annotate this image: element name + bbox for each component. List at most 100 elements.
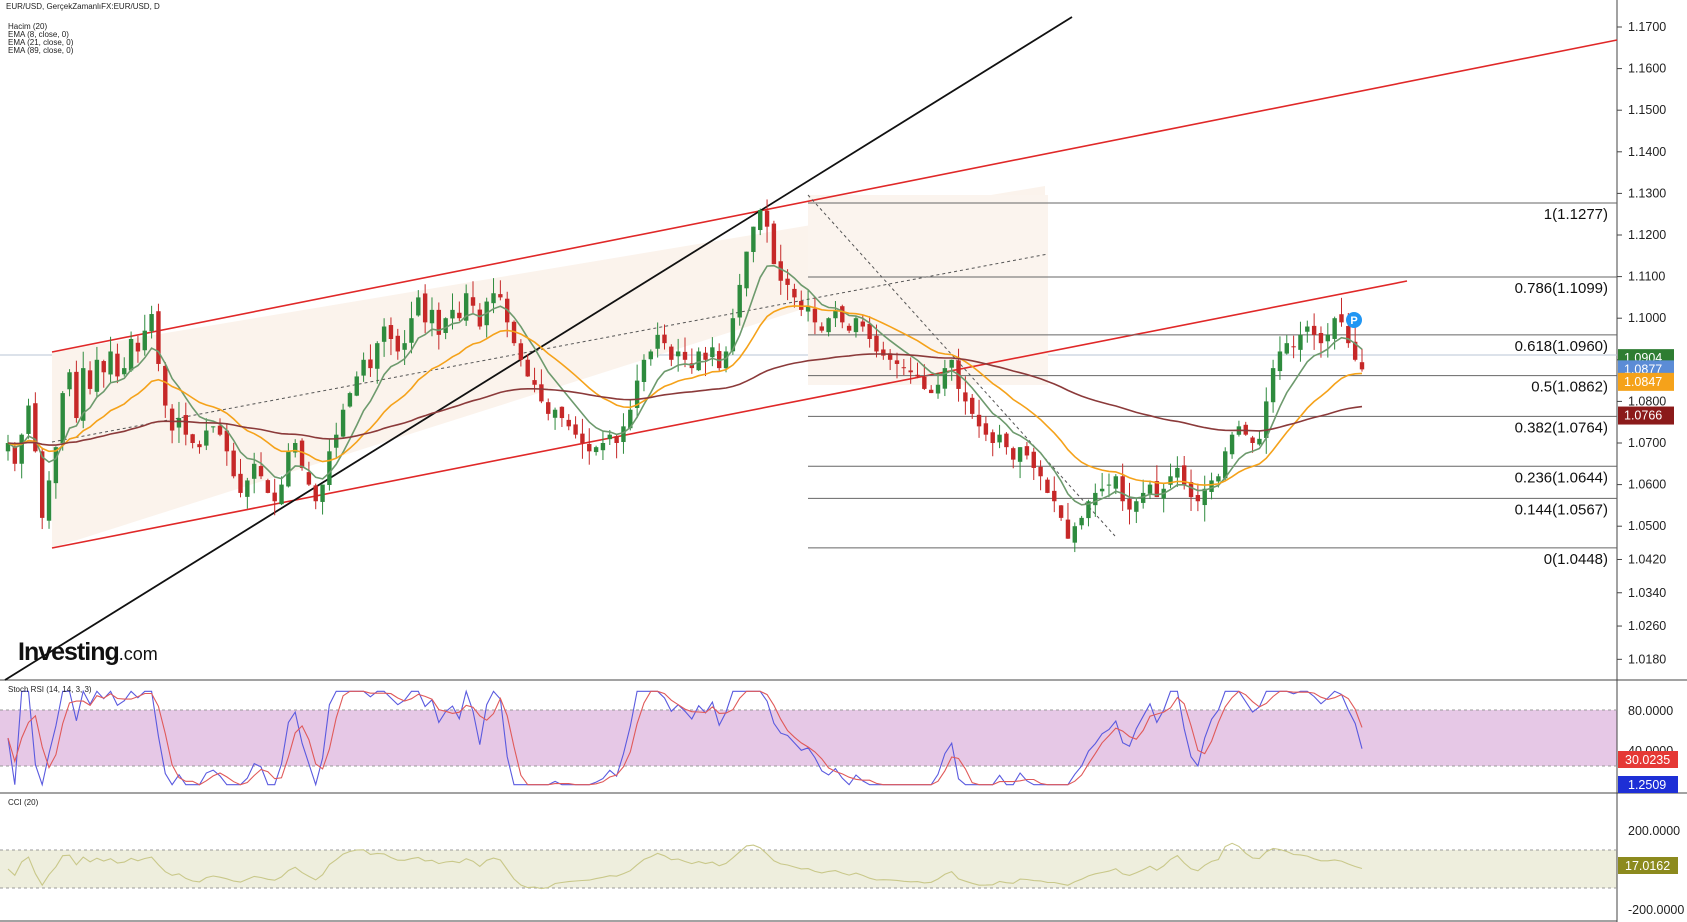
candle-body — [1332, 318, 1337, 339]
candle-body — [600, 443, 606, 451]
candle-body — [997, 434, 1002, 443]
channel-lower-line[interactable] — [51, 280, 1408, 549]
candle-body — [764, 210, 770, 227]
candle-body — [552, 409, 558, 418]
candle-body — [928, 389, 934, 394]
candle-body — [81, 368, 86, 421]
candle-body — [156, 311, 161, 364]
candle-body — [874, 335, 879, 352]
stoch-k-value: 30.0235 — [1625, 753, 1670, 767]
candle-body — [860, 321, 865, 327]
candle-body — [983, 423, 989, 435]
candle-body — [573, 424, 578, 435]
candle-body — [272, 492, 277, 502]
candle-body — [1017, 447, 1023, 462]
candle-body — [1346, 326, 1351, 344]
candle-body — [122, 368, 127, 375]
stoch-rsi-lines — [7, 689, 1363, 787]
candle-body — [566, 419, 571, 427]
candle-body — [990, 432, 995, 443]
candle-body — [1011, 448, 1016, 460]
candle-body — [1325, 334, 1331, 342]
cci-tick-neg200: -200.0000 — [1628, 903, 1684, 917]
price-tick-label: 1.1400 — [1628, 145, 1666, 159]
candle-body — [265, 480, 271, 493]
fib-level-label: 0.786(1.1099) — [1515, 280, 1608, 297]
black-trendline[interactable] — [4, 16, 1073, 681]
candle-body — [1045, 479, 1050, 493]
candle-body — [812, 308, 818, 323]
price-tick-label: 1.1000 — [1628, 311, 1666, 325]
candle-body — [1004, 433, 1009, 448]
candle-body — [1038, 466, 1043, 477]
candle-body — [1134, 501, 1139, 512]
marker-circle[interactable] — [1346, 312, 1362, 328]
candle-body — [819, 326, 824, 331]
symbol-header: EUR/USD, GerçekZamanlıFX:EUR/USD, D — [6, 2, 160, 11]
candle-body — [539, 384, 544, 402]
indicator-ema8: EMA (8, close, 0) — [8, 30, 69, 39]
price-badge — [1618, 372, 1674, 391]
candle-body — [1339, 314, 1344, 323]
candle-body — [1270, 368, 1276, 403]
candle-body — [53, 447, 59, 484]
candle-body — [1223, 451, 1228, 479]
candle-body — [1168, 476, 1173, 485]
candle-body — [1250, 437, 1255, 443]
candle-body — [908, 370, 913, 373]
candle-body — [429, 309, 435, 324]
price-axis[interactable]: 1.1700 1.1600 1.1500 1.1400 1.1300 1.1200 1.11… — [1617, 20, 1666, 666]
candle-body — [1277, 351, 1283, 372]
candle-body — [115, 353, 120, 377]
candle-body — [108, 351, 113, 375]
candle-body — [176, 418, 182, 428]
candle-body — [368, 359, 373, 369]
candle-body — [334, 434, 339, 448]
candles — [5, 199, 1365, 553]
candle-body — [1024, 446, 1030, 456]
candle-body — [169, 408, 175, 431]
candle-body — [1127, 498, 1132, 510]
channel-upper-line[interactable] — [51, 39, 1618, 353]
candle-body — [833, 309, 838, 319]
fib-level-label: 0.5(1.0862) — [1531, 379, 1608, 396]
candle-body — [1352, 341, 1358, 360]
indicator-ema89: EMA (89, close, 0) — [8, 46, 74, 55]
candle-body — [1359, 362, 1365, 370]
candle-body — [1229, 434, 1235, 455]
candle-body — [942, 368, 948, 389]
candle-body — [949, 359, 954, 368]
channel-midline — [51, 253, 1049, 443]
fib-level-label: 0.382(1.0764) — [1515, 419, 1608, 436]
candle-body — [922, 376, 927, 389]
candle-body — [39, 451, 45, 518]
candle-body — [641, 359, 647, 382]
candle-body — [26, 405, 31, 434]
candle-body — [703, 352, 708, 360]
candle-body — [347, 393, 353, 407]
fibonacci-levels[interactable]: 1(1.1277) 0.786(1.1099) 0.618(1.0960) 0.5(1… — [808, 202, 1617, 568]
candle-body — [279, 484, 284, 505]
candle-body — [901, 367, 907, 369]
price-tick-label: 1.1600 — [1628, 62, 1666, 76]
candle-body — [238, 473, 243, 493]
candle-body — [1072, 526, 1077, 543]
candle-body — [723, 351, 729, 369]
candle-body — [443, 318, 448, 333]
candle-body — [648, 351, 654, 360]
ema-8-line — [7, 264, 1363, 506]
brand-suffix: .com — [118, 644, 158, 664]
candle-body — [1099, 488, 1105, 492]
position-marker[interactable]: P — [1346, 312, 1362, 328]
candle-body — [894, 360, 900, 364]
candle-body — [915, 374, 920, 377]
candle-body — [1209, 480, 1214, 492]
candle-body — [67, 372, 72, 390]
candle-body — [231, 450, 236, 477]
candle-body — [792, 288, 797, 298]
candle-body — [1031, 451, 1036, 468]
candle-body — [197, 444, 202, 448]
price-badge-text: 1.0766 — [1624, 409, 1662, 423]
